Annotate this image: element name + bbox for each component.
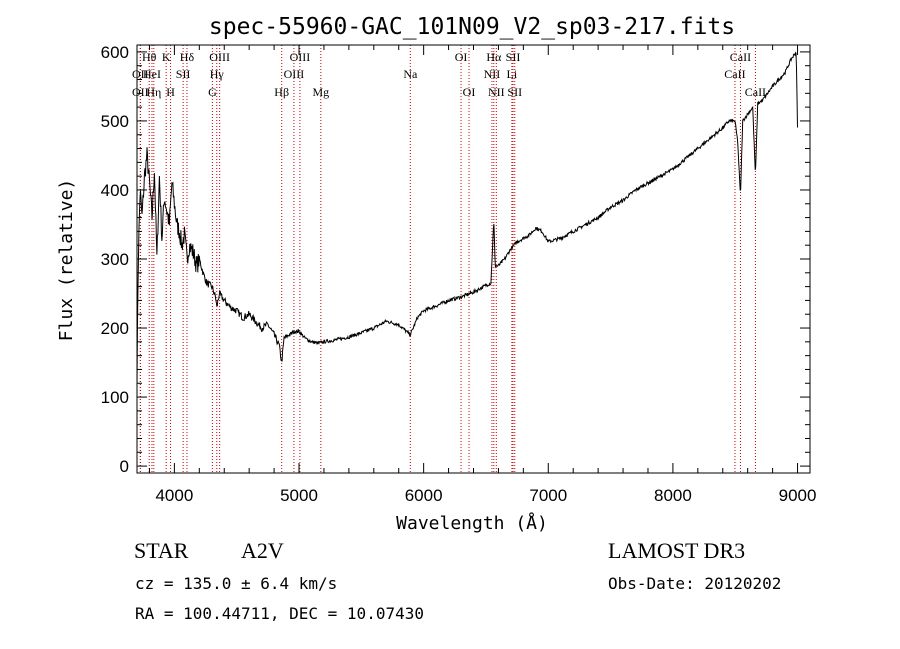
spectral-line-markers — [139, 45, 756, 473]
line-label: OIII — [284, 67, 305, 81]
line-label: CaII — [724, 67, 745, 81]
x-tick-label: 5000 — [280, 486, 318, 505]
survey-name: LAMOST DR3 — [608, 538, 746, 563]
line-label: OI — [463, 85, 476, 99]
y-tick-label: 500 — [101, 112, 129, 131]
object-class: STAR — [134, 538, 189, 563]
line-label: OII — [132, 85, 149, 99]
line-label: H — [166, 85, 175, 99]
redshift-cz: cz = 135.0 ± 6.4 km/s — [135, 574, 338, 593]
plot-frame — [136, 44, 811, 474]
x-tick-label: 6000 — [405, 486, 443, 505]
x-tick-label: 8000 — [654, 486, 692, 505]
spectral-line-labels: OIIOIIHθHeIHηKSIIHHδGHγOIIIHβOIIIOIIIMgN… — [132, 50, 766, 99]
x-tick-label: 9000 — [779, 486, 817, 505]
line-label: Hδ — [180, 50, 195, 64]
line-label: HeI — [143, 67, 161, 81]
y-tick-label: 300 — [101, 250, 129, 269]
y-tick-label: 400 — [101, 181, 129, 200]
line-label: OIII — [209, 50, 230, 64]
flux-line — [136, 51, 798, 387]
line-label: SII — [176, 67, 191, 81]
line-label: Li — [507, 67, 518, 81]
line-label: OII — [132, 67, 149, 81]
line-label: CaII — [730, 50, 751, 64]
line-label: SII — [507, 85, 522, 99]
line-label: Hα — [486, 50, 502, 64]
line-label: SII — [506, 50, 521, 64]
line-label: K — [162, 50, 171, 64]
line-label: Mg — [312, 85, 329, 99]
observation-date: Obs-Date: 20120202 — [608, 574, 782, 593]
y-tick-label: 100 — [101, 388, 129, 407]
line-label: NII — [488, 85, 505, 99]
x-axis-ticks: 4000 5000 6000 7000 8000 9000 — [148, 45, 817, 505]
y-axis-label: Flux (relative) — [56, 179, 77, 342]
y-tick-label: 200 — [101, 319, 129, 338]
line-label: Hβ — [274, 85, 289, 99]
x-tick-label: 4000 — [155, 486, 193, 505]
line-label: CaII — [745, 85, 766, 99]
y-axis-ticks: 0 100 200 300 400 500 600 — [101, 43, 810, 476]
line-label: G — [208, 85, 217, 99]
chart-title: spec-55960-GAC_101N09_V2_sp03-217.fits — [209, 14, 735, 40]
line-label: Hγ — [210, 67, 225, 81]
flux-series — [136, 51, 798, 387]
x-tick-label: 7000 — [529, 486, 567, 505]
object-subclass: A2V — [241, 538, 284, 563]
line-label: NII — [484, 67, 501, 81]
line-label: Hθ — [142, 50, 157, 64]
line-label: OIII — [290, 50, 311, 64]
line-label: OI — [455, 50, 468, 64]
y-tick-label: 600 — [101, 43, 129, 62]
line-label: Na — [403, 67, 418, 81]
line-label: Hη — [146, 85, 161, 99]
sky-coordinates: RA = 100.44711, DEC = 10.07430 — [135, 604, 424, 623]
x-axis-label: Wavelength (Å) — [396, 512, 548, 534]
y-tick-label: 0 — [120, 457, 129, 476]
